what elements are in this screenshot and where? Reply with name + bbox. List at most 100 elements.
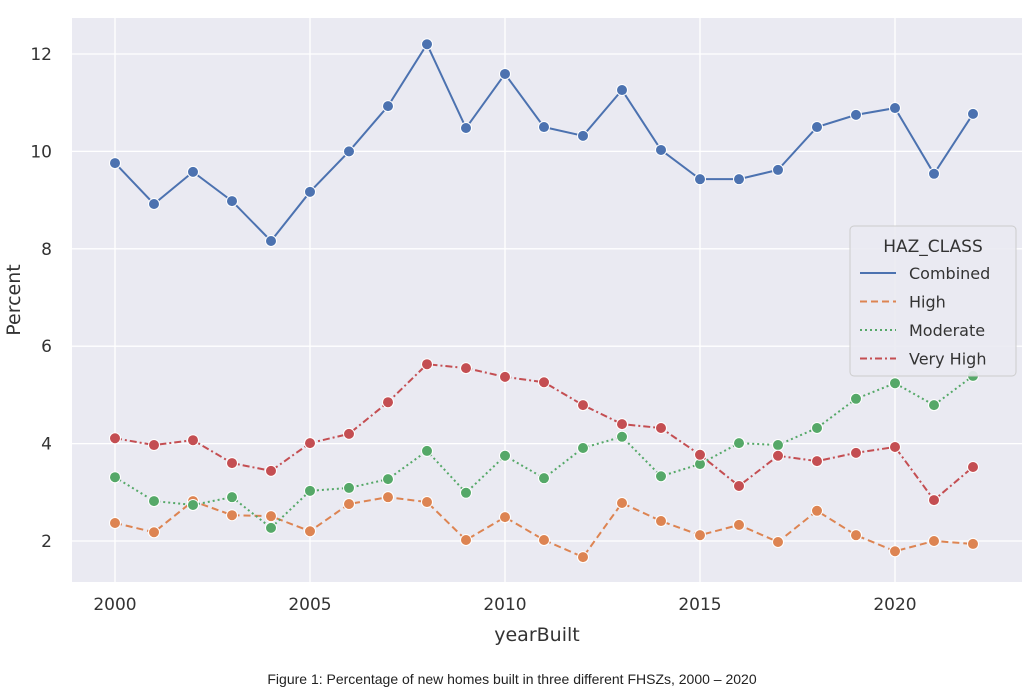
data-point [655, 143, 667, 156]
data-point [928, 535, 940, 547]
data-point [928, 494, 940, 507]
legend-box [849, 225, 1017, 377]
data-point [811, 422, 823, 435]
x-axis-label: yearBuilt [494, 624, 579, 646]
data-point [694, 173, 706, 186]
data-point [343, 481, 355, 494]
data-point [382, 473, 394, 486]
data-point [421, 38, 433, 51]
data-point [850, 446, 862, 459]
data-point [187, 498, 199, 511]
data-point [850, 108, 862, 121]
data-point [148, 439, 160, 452]
data-point [616, 430, 628, 443]
data-point [109, 432, 121, 445]
data-point [928, 167, 940, 180]
data-point [655, 515, 667, 528]
data-point [616, 84, 628, 97]
data-point [733, 173, 745, 186]
data-point [538, 534, 550, 547]
series-very-high [109, 358, 979, 507]
data-point [265, 510, 277, 523]
data-point [733, 518, 745, 531]
y-tick-label: 8 [41, 240, 52, 260]
data-point [889, 441, 901, 454]
data-point [460, 486, 472, 499]
data-point [811, 121, 823, 134]
legend-label: Very High [909, 350, 986, 369]
data-point [889, 545, 901, 558]
data-point [304, 484, 316, 497]
data-point [655, 422, 667, 435]
y-axis-label: Percent [3, 264, 25, 336]
data-point [694, 448, 706, 461]
data-point [460, 362, 472, 375]
data-point [772, 535, 784, 548]
data-point [421, 358, 433, 371]
data-point [109, 516, 121, 529]
data-point [187, 434, 199, 447]
data-point [499, 511, 511, 524]
data-point [421, 444, 433, 457]
data-point [577, 129, 589, 142]
data-point [538, 472, 550, 485]
line-chart: 2000 2005 2010 2015 2020 2 4 6 8 10 12 yearBuilt Per… [3, 18, 1022, 646]
legend: HAZ_CLASS Combined High Moderate Very High [849, 225, 1017, 377]
data-point [499, 67, 511, 80]
data-point [850, 529, 862, 542]
data-point [460, 534, 472, 547]
data-point [148, 526, 160, 539]
legend-label: Moderate [909, 321, 985, 340]
data-point [148, 495, 160, 508]
data-point [343, 497, 355, 510]
data-point [577, 441, 589, 454]
data-point [577, 551, 589, 564]
x-tick-label: 2000 [93, 595, 136, 615]
data-point [304, 525, 316, 538]
data-point [343, 427, 355, 440]
legend-label: High [909, 293, 946, 312]
data-point [304, 185, 316, 198]
data-point [265, 464, 277, 477]
data-point [343, 145, 355, 158]
y-tick-label: 4 [41, 435, 52, 455]
data-point [382, 100, 394, 113]
data-point [109, 471, 121, 484]
data-point [889, 377, 901, 390]
data-point [538, 121, 550, 134]
data-point [265, 521, 277, 534]
data-point [694, 529, 706, 542]
data-point [226, 509, 238, 522]
data-point [616, 418, 628, 431]
data-point [967, 460, 979, 473]
data-point [499, 449, 511, 462]
data-point [772, 439, 784, 452]
data-point [928, 399, 940, 412]
y-tick-label: 2 [41, 532, 52, 552]
legend-label: Combined [909, 264, 990, 283]
data-point [772, 163, 784, 176]
y-tick-label: 10 [30, 142, 52, 162]
data-point [577, 399, 589, 412]
data-point [226, 491, 238, 504]
data-point [733, 437, 745, 450]
data-point [772, 449, 784, 462]
data-point [733, 479, 745, 492]
x-tick-label: 2005 [288, 595, 331, 615]
x-tick-label: 2020 [873, 595, 916, 615]
data-point [811, 455, 823, 468]
data-point [304, 437, 316, 450]
data-point [265, 235, 277, 248]
data-point [499, 370, 511, 383]
figure-caption: Figure 1: Percentage of new homes built … [267, 671, 757, 687]
data-point [148, 197, 160, 210]
data-point [850, 392, 862, 405]
data-point [616, 497, 628, 510]
series-high [109, 491, 979, 564]
y-tick-label: 6 [41, 337, 52, 357]
series-combined [109, 38, 979, 248]
data-point [811, 504, 823, 517]
series-line [114, 496, 974, 559]
data-point [226, 457, 238, 470]
x-tick-label: 2010 [483, 595, 526, 615]
